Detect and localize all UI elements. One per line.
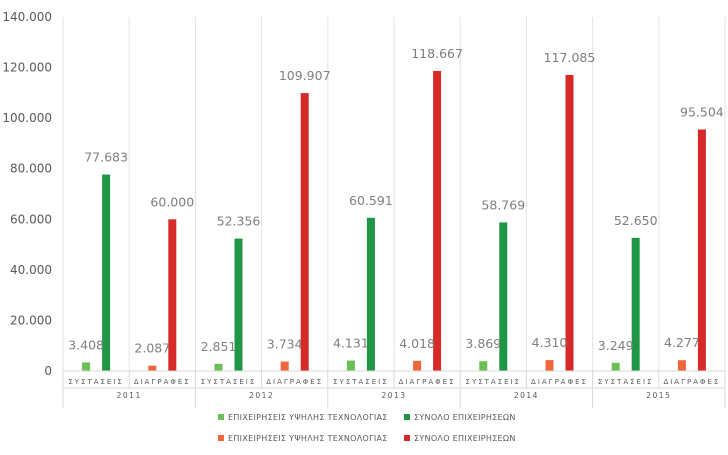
bar bbox=[148, 365, 157, 371]
bar bbox=[433, 70, 442, 371]
bar bbox=[300, 93, 309, 372]
legend: ΕΠΙΧΕΙΡΗΣΕΙΣ ΥΨΗΛΗΣ ΤΕΧΝΟΛΟΓΙΑΣ ΣΥΝΟΛΟ ΕΠ… bbox=[218, 413, 516, 443]
bar bbox=[677, 360, 686, 371]
legend-swatch bbox=[404, 435, 410, 441]
y-tick-label: 80.000 bbox=[10, 162, 52, 176]
bars bbox=[82, 70, 706, 372]
subcategory-label: ΔΙΑΓΡΑΦΕΣ bbox=[531, 378, 588, 386]
data-label: 52.650 bbox=[614, 213, 658, 228]
bar bbox=[631, 237, 640, 371]
year-label: 2012 bbox=[249, 391, 274, 400]
data-label: 52.356 bbox=[217, 214, 261, 229]
data-label: 95.504 bbox=[680, 105, 724, 120]
year-label: 2011 bbox=[117, 391, 142, 400]
bar bbox=[214, 363, 223, 371]
legend-label: ΕΠΙΧΕΙΡΗΣΕΙΣ ΥΨΗΛΗΣ ΤΕΧΝΟΛΟΓΙΑΣ bbox=[228, 413, 388, 422]
bar bbox=[565, 74, 574, 372]
y-tick-label: 60.000 bbox=[10, 212, 52, 226]
bar bbox=[82, 362, 91, 371]
legend-swatch bbox=[218, 414, 224, 420]
bar bbox=[280, 361, 289, 371]
bar bbox=[413, 360, 422, 371]
bar bbox=[499, 222, 508, 371]
bar bbox=[366, 217, 375, 371]
legend-swatch bbox=[404, 414, 410, 420]
bar bbox=[346, 360, 355, 371]
bar bbox=[611, 362, 620, 371]
bar bbox=[102, 174, 111, 371]
year-label: 2015 bbox=[646, 391, 671, 400]
subcategory-label: ΣΥΣΤΑΣΕΙΣ bbox=[333, 378, 389, 386]
year-label: 2013 bbox=[381, 391, 406, 400]
subcategory-label: ΣΥΣΤΑΣΕΙΣ bbox=[466, 378, 522, 386]
subcategory-label: ΣΥΣΤΑΣΕΙΣ bbox=[598, 378, 654, 386]
subcategory-label: ΔΙΑΓΡΑΦΕΣ bbox=[266, 378, 323, 386]
data-label: 2.851 bbox=[201, 339, 237, 354]
data-label: 109.907 bbox=[279, 68, 331, 83]
data-label: 3.249 bbox=[598, 338, 634, 353]
subcategory-label: ΔΙΑΓΡΑΦΕΣ bbox=[399, 378, 456, 386]
data-label: 3.734 bbox=[267, 337, 303, 352]
y-tick-label: 140.000 bbox=[2, 10, 52, 24]
bar bbox=[168, 219, 177, 371]
year-label: 2014 bbox=[514, 391, 539, 400]
legend-label: ΣΥΝΟΛΟ ΕΠΙΧΕΙΡΗΣΕΩΝ bbox=[414, 434, 516, 443]
y-tick-label: 100.000 bbox=[2, 111, 52, 125]
legend-label: ΣΥΝΟΛΟ ΕΠΙΧΕΙΡΗΣΕΩΝ bbox=[414, 413, 516, 422]
data-labels: 3.408 2.851 4.131 3.869 3.249 77.683 52.356 60.… bbox=[68, 46, 724, 356]
data-label: 3.869 bbox=[465, 336, 501, 351]
bar bbox=[234, 238, 243, 371]
subcategory-label: ΔΙΑΓΡΑΦΕΣ bbox=[663, 378, 720, 386]
bar bbox=[545, 360, 554, 371]
legend-label: ΕΠΙΧΕΙΡΗΣΕΙΣ ΥΨΗΛΗΣ ΤΕΧΝΟΛΟΓΙΑΣ bbox=[228, 434, 388, 443]
data-label: 2.087 bbox=[134, 341, 170, 356]
data-label: 4.310 bbox=[532, 335, 568, 350]
y-tick-label: 120.000 bbox=[2, 61, 52, 75]
data-label: 77.683 bbox=[84, 150, 128, 165]
subcategory-label: ΔΙΑΓΡΑΦΕΣ bbox=[134, 378, 191, 386]
bar bbox=[697, 129, 706, 371]
subcategory-label: ΣΥΣΤΑΣΕΙΣ bbox=[201, 378, 257, 386]
x-axis: ΣΥΣΤΑΣΕΙΣ ΔΙΑΓΡΑΦΕΣ 2011 ΣΥΣΤΑΣΕΙΣ ΔΙΑΓΡΑΦΕΣ… bbox=[62, 370, 726, 408]
data-label: 3.408 bbox=[68, 337, 104, 352]
y-tick-label: 40.000 bbox=[10, 263, 52, 277]
data-label: 4.018 bbox=[399, 336, 435, 351]
y-axis: 0 20.000 40.000 60.000 80.000 100.000 120.000 1… bbox=[2, 10, 52, 378]
legend-swatch bbox=[218, 435, 224, 441]
data-label: 4.277 bbox=[664, 335, 700, 350]
data-label: 118.667 bbox=[411, 46, 463, 61]
subcategory-label: ΣΥΣΤΑΣΕΙΣ bbox=[68, 378, 124, 386]
data-label: 4.131 bbox=[333, 336, 369, 351]
data-label: 117.085 bbox=[544, 50, 596, 65]
y-tick-label: 0 bbox=[44, 364, 52, 378]
data-label: 60.591 bbox=[349, 193, 393, 208]
category-gridlines bbox=[62, 17, 726, 371]
y-tick-label: 20.000 bbox=[10, 313, 52, 327]
data-label: 58.769 bbox=[481, 197, 525, 212]
bar bbox=[479, 361, 488, 371]
data-label: 60.000 bbox=[150, 194, 194, 209]
